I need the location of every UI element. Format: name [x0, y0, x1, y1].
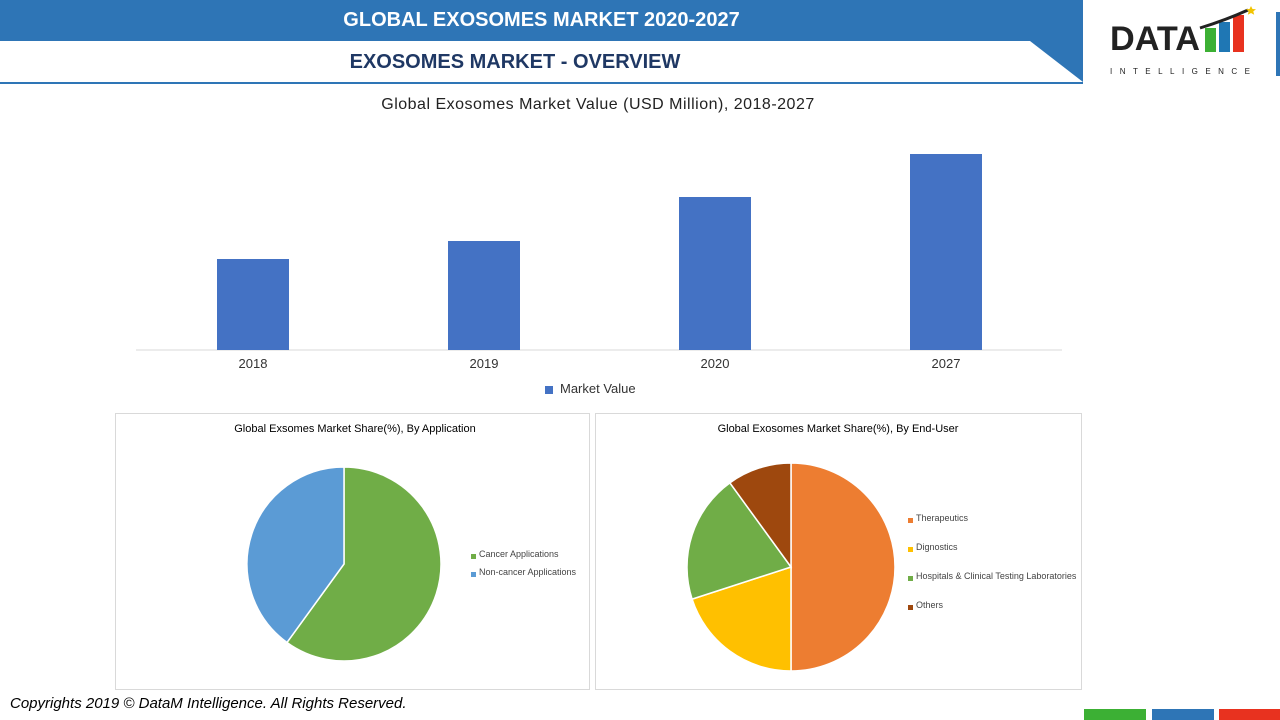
- legend-label: Non-cancer Applications: [479, 567, 577, 577]
- legend-label: Others: [916, 600, 944, 610]
- legend-swatch: [908, 605, 913, 610]
- pie-slice-non-cancer-applications: [246, 466, 345, 644]
- pie-title: Global Exsomes Market Share(%), By Appli…: [234, 423, 476, 435]
- bar-2019: [448, 241, 520, 350]
- bar-2018: [217, 259, 289, 350]
- chart-title: Global Exosomes Market Value (USD Millio…: [381, 96, 815, 113]
- x-tick-label: 2027: [931, 356, 961, 371]
- copyright: Copyrights 2019 © DataM Intelligence. Al…: [10, 695, 407, 712]
- svg-text:DATA: DATA: [1110, 20, 1200, 58]
- legend-swatch: [471, 554, 476, 559]
- x-tick-label: 2019: [469, 356, 499, 371]
- market-value-bar-chart: Global Exosomes Market Value (USD Millio…: [0, 88, 1085, 408]
- header-subtitle: EXOSOMES MARKET - OVERVIEW: [349, 51, 681, 73]
- bar-2020: [679, 197, 751, 350]
- svg-text:INTELLIGENCE: INTELLIGENCE: [1110, 67, 1250, 76]
- header-divider: [0, 82, 1083, 84]
- footer-bar-blue: [1152, 709, 1214, 720]
- pie-slice-therapeutics: [790, 462, 896, 672]
- legend-swatch: [545, 386, 553, 394]
- data-intelligence-logo: DATA INTELLIGENCE: [1110, 6, 1256, 76]
- x-tick-label: 2018: [238, 356, 268, 371]
- header-corner: [1030, 41, 1083, 82]
- x-tick-label: 2020: [700, 356, 730, 371]
- pie-slice-others: [728, 462, 792, 570]
- legend-swatch: [908, 547, 913, 552]
- pie-slice-dignostics: [691, 565, 792, 672]
- application-pie-panel: Global Exsomes Market Share(%), By Appli…: [115, 413, 590, 690]
- legend-label: Dignostics: [916, 542, 958, 552]
- end-user-pie-panel: Global Exosomes Market Share(%), By End-…: [595, 413, 1082, 690]
- legend-swatch: [908, 576, 913, 581]
- pie-slice-cancer-applications: [285, 466, 442, 662]
- pie-title: Global Exosomes Market Share(%), By End-…: [717, 423, 959, 435]
- legend-label: Market Value: [560, 381, 636, 396]
- header-title: GLOBAL EXOSOMES MARKET 2020-2027: [0, 0, 1083, 41]
- footer-bar-green: [1084, 709, 1146, 720]
- legend-label: Therapeutics: [916, 513, 969, 523]
- side-accent: [1276, 12, 1280, 76]
- legend-swatch: [908, 518, 913, 523]
- footer-bar-red: [1219, 709, 1280, 720]
- legend-swatch: [471, 572, 476, 577]
- legend-label: Hospitals & Clinical Testing Laboratorie…: [916, 571, 1077, 581]
- bar-2027: [910, 154, 982, 350]
- pie-slice-hospitals-clinical-testing-laboratories: [686, 481, 793, 601]
- legend-label: Cancer Applications: [479, 549, 559, 559]
